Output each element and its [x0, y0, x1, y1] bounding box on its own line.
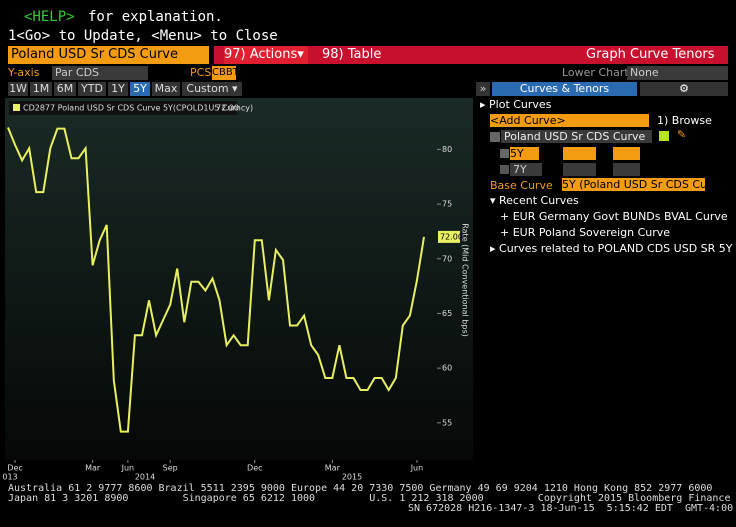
- y-tick-label: 65: [442, 309, 452, 318]
- tenor-1b[interactable]: [563, 147, 596, 160]
- last-value-tag: [438, 230, 460, 243]
- period-button[interactable]: Max: [152, 82, 180, 96]
- recent-item[interactable]: + EUR Poland Sovereign Curve: [500, 226, 671, 239]
- x-tick-label: Mar: [325, 464, 341, 473]
- actions[interactable]: 97) Actions▾: [224, 46, 308, 64]
- period-button[interactable]: Custom ▾: [182, 82, 242, 96]
- legend-value: 72.00: [216, 104, 239, 113]
- security[interactable]: Poland USD Sr CDS Curve: [8, 46, 209, 64]
- period-button[interactable]: 1W: [8, 82, 28, 96]
- x-tick-label: Mar: [85, 464, 101, 473]
- footer: SN 672028 H216-1347-3 18-Jun-15 5:15:42 …: [408, 503, 734, 514]
- curve-color[interactable]: [659, 131, 669, 141]
- add-curve[interactable]: <Add Curve>: [490, 114, 649, 127]
- period-button[interactable]: 5Y: [130, 82, 150, 96]
- y-axis-label: Y-axis: [8, 66, 40, 79]
- edit-icon[interactable]: ✎: [677, 128, 687, 141]
- period-button[interactable]: YTD: [78, 82, 106, 96]
- pcs-value[interactable]: CBBT: [212, 66, 239, 80]
- expand[interactable]: »: [476, 82, 490, 96]
- title: Graph Curve Tenors: [586, 47, 715, 62]
- year-label: 2014: [135, 473, 155, 481]
- toolbar-bg: [214, 46, 728, 64]
- legend-name: CD2877 Poland USD Sr CDS Curve 5Y(CPOLD1…: [23, 104, 253, 113]
- y-tick-label: 80: [442, 145, 452, 154]
- related-curves[interactable]: ▸ Curves related to POLAND CDS USD SR 5Y…: [490, 242, 736, 255]
- pcs-label: PCS: [190, 66, 212, 79]
- help-key[interactable]: <HELP>: [24, 9, 75, 25]
- browse[interactable]: 1) Browse: [657, 114, 712, 127]
- y-tick-label: 55: [442, 418, 452, 427]
- plot-curves[interactable]: ▸ Plot Curves: [480, 98, 552, 111]
- legend-bg: [9, 101, 237, 115]
- y-tick-label: 60: [442, 364, 452, 373]
- tab[interactable]: Curves & Tenors: [492, 82, 637, 96]
- gear[interactable]: ⚙: [640, 82, 728, 96]
- series-line: [7, 127, 425, 433]
- checkbox[interactable]: [490, 132, 500, 142]
- y-tick-label: 70: [442, 254, 452, 263]
- recent-curves[interactable]: ▾ Recent Curves: [490, 194, 579, 207]
- lower-chart-select[interactable]: None: [627, 66, 728, 80]
- period-button[interactable]: 1M: [30, 82, 52, 96]
- period-button[interactable]: 1Y: [108, 82, 128, 96]
- plot-bg: [5, 98, 473, 460]
- chart: CD2877 Poland USD Sr CDS Curve 5Y(CPOLD1…: [2, 98, 473, 481]
- table[interactable]: 98) Table: [322, 47, 382, 62]
- lower-chart-label: Lower Chart: [562, 66, 629, 79]
- x-tick-label: Dec: [247, 464, 262, 473]
- footer: Japan 81 3 3201 8900 Singapore 65 6212 1…: [8, 493, 736, 504]
- command-line: 1<Go> to Update, <Menu> to Close: [8, 28, 278, 44]
- footer: Australia 61 2 9777 8600 Brazil 5511 239…: [8, 483, 713, 494]
- x-tick-label: Sep: [163, 464, 178, 473]
- tenor-1[interactable]: 5Y: [510, 147, 539, 160]
- x-tick-label: Dec: [7, 464, 22, 473]
- tenor-2b[interactable]: [563, 163, 596, 176]
- help-text: for explanation.: [88, 9, 223, 25]
- recent-item[interactable]: + EUR Germany Govt BUNDs BVAL Curve: [500, 210, 728, 223]
- year-label: 2015: [342, 473, 362, 481]
- tenor-1c[interactable]: [613, 147, 640, 160]
- base-curve[interactable]: 5Y (Poland USD Sr CDS Curv: [562, 178, 705, 191]
- y-axis-title: Rate (Mid Conventional bps): [461, 223, 470, 336]
- tenor-2[interactable]: 7Y: [510, 163, 542, 176]
- checkbox[interactable]: [500, 165, 509, 174]
- last-value-label: 72.00: [440, 232, 463, 241]
- y-tick-label: 75: [442, 200, 452, 209]
- year-label: 013: [2, 473, 17, 481]
- tenor-2c[interactable]: [613, 163, 640, 176]
- x-tick-label: Jun: [121, 464, 135, 473]
- x-tick-label: Jun: [410, 464, 424, 473]
- legend-swatch: [13, 104, 20, 111]
- base-curve-label: Base Curve: [490, 179, 553, 192]
- checkbox[interactable]: [500, 149, 509, 158]
- curve: Poland USD Sr CDS Curve: [501, 130, 652, 143]
- period-button[interactable]: 6M: [54, 82, 76, 96]
- y-axis-select[interactable]: Par CDS: [52, 66, 148, 80]
